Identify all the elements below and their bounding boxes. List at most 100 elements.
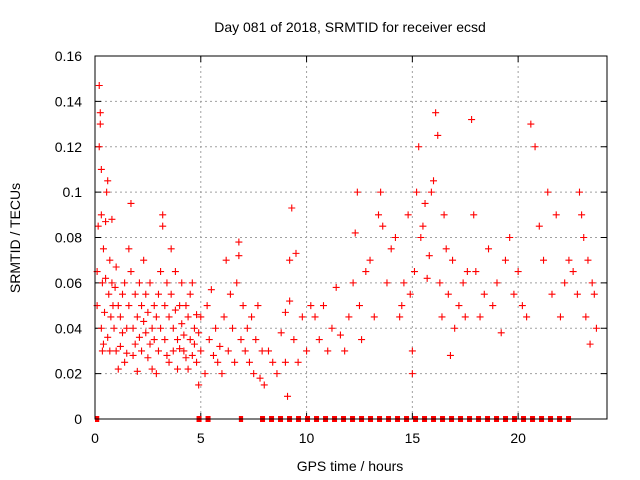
data-point — [105, 290, 113, 298]
data-point — [590, 290, 598, 298]
data-point — [146, 340, 154, 348]
data-point — [436, 279, 444, 287]
data-point — [303, 347, 311, 355]
y-tick-label: 0.14 — [55, 93, 82, 109]
data-point — [425, 252, 433, 260]
data-point — [472, 268, 480, 276]
data-point — [527, 120, 535, 128]
data-point — [476, 313, 484, 321]
data-point — [114, 302, 122, 310]
data-point — [415, 143, 423, 151]
data-point — [97, 211, 105, 219]
data-point — [186, 290, 194, 298]
data-point — [470, 211, 478, 219]
data-point — [250, 370, 258, 378]
data-point — [98, 279, 106, 287]
data-point — [493, 279, 501, 287]
data-point — [101, 308, 109, 316]
data-point — [573, 290, 581, 298]
data-point — [167, 245, 175, 253]
data-point — [133, 367, 141, 375]
data-point — [501, 256, 509, 264]
data-point — [103, 188, 111, 196]
data-point — [108, 215, 116, 223]
data-points — [93, 81, 600, 422]
data-point — [127, 199, 135, 207]
x-tick-label: 20 — [510, 430, 526, 446]
data-point — [391, 234, 399, 241]
data-point — [366, 256, 374, 264]
data-point — [148, 365, 156, 373]
data-point — [146, 279, 154, 287]
x-tick-label: 10 — [299, 430, 315, 446]
data-point — [375, 211, 383, 219]
data-point — [535, 222, 543, 230]
data-point — [165, 313, 173, 321]
y-tick-label: 0.06 — [55, 275, 82, 291]
y-tick-label: 0.12 — [55, 139, 82, 155]
x-axis-label: GPS time / hours — [297, 458, 404, 474]
data-point — [588, 279, 596, 287]
y-tick-label: 0.16 — [55, 48, 82, 64]
data-point — [107, 313, 115, 321]
y-tick-label: 0.08 — [55, 230, 82, 246]
data-point — [96, 109, 104, 117]
data-point — [135, 333, 143, 341]
plot-frame — [94, 55, 608, 420]
data-point — [417, 234, 425, 241]
data-point — [133, 313, 141, 321]
data-point — [119, 329, 127, 337]
data-point — [421, 199, 429, 207]
data-point — [438, 313, 446, 321]
data-point — [102, 274, 110, 282]
data-point — [239, 302, 247, 310]
data-point — [565, 256, 573, 264]
data-point — [540, 256, 548, 264]
data-point — [188, 279, 196, 287]
data-point — [561, 279, 569, 287]
data-point — [258, 347, 266, 355]
data-point — [104, 333, 112, 341]
data-point — [408, 370, 416, 378]
data-point — [99, 340, 107, 348]
data-point — [506, 234, 514, 241]
data-point — [510, 290, 518, 298]
data-point — [190, 340, 198, 348]
data-point — [387, 245, 395, 253]
data-point — [315, 336, 323, 344]
data-point — [328, 324, 336, 332]
data-point — [193, 311, 201, 319]
data-point — [226, 290, 234, 298]
data-point — [556, 313, 564, 321]
data-point — [398, 302, 406, 310]
data-point — [355, 302, 363, 310]
data-point — [362, 268, 370, 276]
data-point — [444, 290, 452, 298]
data-point — [406, 290, 414, 298]
data-point — [461, 313, 469, 321]
data-point — [449, 256, 457, 264]
data-point — [324, 347, 332, 355]
data-point — [349, 279, 357, 287]
data-point — [144, 308, 152, 316]
data-point — [157, 268, 165, 276]
data-point — [169, 347, 177, 355]
data-point — [523, 313, 531, 321]
data-point — [319, 302, 327, 310]
data-point — [180, 347, 188, 355]
data-point — [298, 313, 306, 321]
data-point — [214, 358, 222, 366]
data-point — [112, 263, 120, 271]
data-point — [370, 313, 378, 321]
data-point — [434, 131, 442, 139]
data-point — [176, 345, 184, 353]
data-point — [396, 313, 404, 321]
data-point — [212, 324, 220, 332]
data-point — [171, 268, 179, 276]
data-point — [140, 256, 148, 264]
data-point — [410, 268, 418, 276]
data-point — [286, 256, 294, 264]
data-point — [184, 313, 192, 321]
data-point — [552, 211, 560, 219]
data-point — [224, 347, 232, 355]
